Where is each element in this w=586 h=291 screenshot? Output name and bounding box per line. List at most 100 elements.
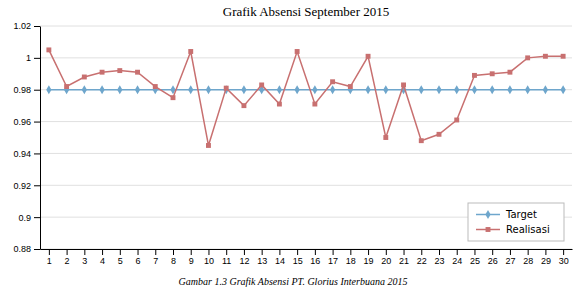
tick-mark xyxy=(34,90,40,91)
tick-label: 15 xyxy=(293,256,303,266)
marker xyxy=(82,85,87,94)
tick-label: 12 xyxy=(239,256,249,266)
tick-mark xyxy=(563,249,564,255)
grid-line xyxy=(40,153,572,154)
tick: 25 xyxy=(470,249,480,266)
marker xyxy=(46,47,51,52)
x-axis-label: Gambar 1.3 Grafik Absensi PT. Glorius In… xyxy=(179,276,408,287)
marker xyxy=(454,85,459,94)
x-axis: 1234567891011121314151617181920212223242… xyxy=(41,249,573,266)
tick: 0.88 xyxy=(13,244,40,254)
tick-mark xyxy=(545,249,546,255)
tick-label: 25 xyxy=(470,256,480,266)
tick-label: 9 xyxy=(189,256,194,266)
marker xyxy=(330,79,335,84)
tick: 15 xyxy=(293,249,303,266)
tick-mark xyxy=(333,249,334,255)
marker xyxy=(82,75,87,80)
legend-label: Realisasi xyxy=(506,224,550,235)
tick-mark xyxy=(34,26,40,27)
tick-label: 10 xyxy=(204,256,214,266)
tick-label: 4 xyxy=(100,256,105,266)
tick-mark xyxy=(421,249,422,255)
tick-label: 30 xyxy=(559,256,569,266)
marker xyxy=(117,85,122,94)
tick-label: 23 xyxy=(434,256,444,266)
tick: 7 xyxy=(153,249,158,266)
marker xyxy=(366,54,371,59)
marker xyxy=(507,70,512,75)
tick-mark xyxy=(510,249,511,255)
marker xyxy=(206,85,211,94)
tick: 10 xyxy=(204,249,214,266)
tick-mark xyxy=(244,249,245,255)
tick: 12 xyxy=(239,249,249,266)
marker xyxy=(330,85,335,94)
tick-mark xyxy=(492,249,493,255)
marker xyxy=(383,135,388,140)
tick-mark xyxy=(120,249,121,255)
marker xyxy=(525,55,530,60)
tick-label: 8 xyxy=(171,256,176,266)
tick: 16 xyxy=(310,249,320,266)
marker xyxy=(241,103,246,108)
marker xyxy=(543,85,548,94)
marker xyxy=(100,70,105,75)
tick-mark xyxy=(404,249,405,255)
marker xyxy=(241,85,246,94)
tick-label: 16 xyxy=(310,256,320,266)
marker xyxy=(490,71,495,76)
tick-label: 24 xyxy=(452,256,462,266)
tick: 24 xyxy=(452,249,462,266)
legend: TargetRealisasi xyxy=(468,203,564,241)
tick-label: 22 xyxy=(417,256,427,266)
grid xyxy=(40,26,572,249)
tick-label: 27 xyxy=(505,256,515,266)
marker xyxy=(419,85,424,94)
tick-label: 1.02 xyxy=(13,21,31,31)
marker xyxy=(295,49,300,54)
marker xyxy=(312,102,317,107)
marker xyxy=(295,85,300,94)
tick-mark xyxy=(474,249,475,255)
tick: 23 xyxy=(434,249,444,266)
tick-label: 0.94 xyxy=(13,149,31,159)
tick: 27 xyxy=(505,249,515,266)
tick-mark xyxy=(49,249,50,255)
tick-mark xyxy=(279,249,280,255)
tick-label: 14 xyxy=(275,256,285,266)
marker xyxy=(365,85,370,94)
tick: 30 xyxy=(559,249,569,266)
tick-label: 18 xyxy=(346,256,356,266)
tick: 0.96 xyxy=(13,117,40,127)
marker xyxy=(543,54,548,59)
tick-mark xyxy=(528,249,529,255)
marker xyxy=(454,118,459,123)
legend-box xyxy=(468,203,564,241)
tick: 4 xyxy=(100,249,105,266)
marker xyxy=(437,132,442,137)
tick: 1 xyxy=(47,249,52,266)
axis-line xyxy=(40,27,41,250)
marker xyxy=(277,85,282,94)
plot-area xyxy=(46,47,566,147)
tick-label: 1 xyxy=(26,53,31,63)
tick: 18 xyxy=(346,249,356,266)
tick-mark xyxy=(34,122,40,123)
marker xyxy=(561,54,566,59)
legend-marker xyxy=(485,210,490,219)
tick-mark xyxy=(67,249,68,255)
tick: 26 xyxy=(488,249,498,266)
tick-mark xyxy=(84,249,85,255)
tick-label: 11 xyxy=(222,256,231,266)
tick: 6 xyxy=(136,249,141,266)
series-line xyxy=(49,89,563,91)
tick: 19 xyxy=(364,249,374,266)
marker xyxy=(348,84,353,89)
tick: 14 xyxy=(275,249,285,266)
tick-mark xyxy=(262,249,263,255)
marker xyxy=(135,85,140,94)
tick: 8 xyxy=(171,249,176,266)
tick: 11 xyxy=(222,249,231,266)
marker xyxy=(224,86,229,91)
